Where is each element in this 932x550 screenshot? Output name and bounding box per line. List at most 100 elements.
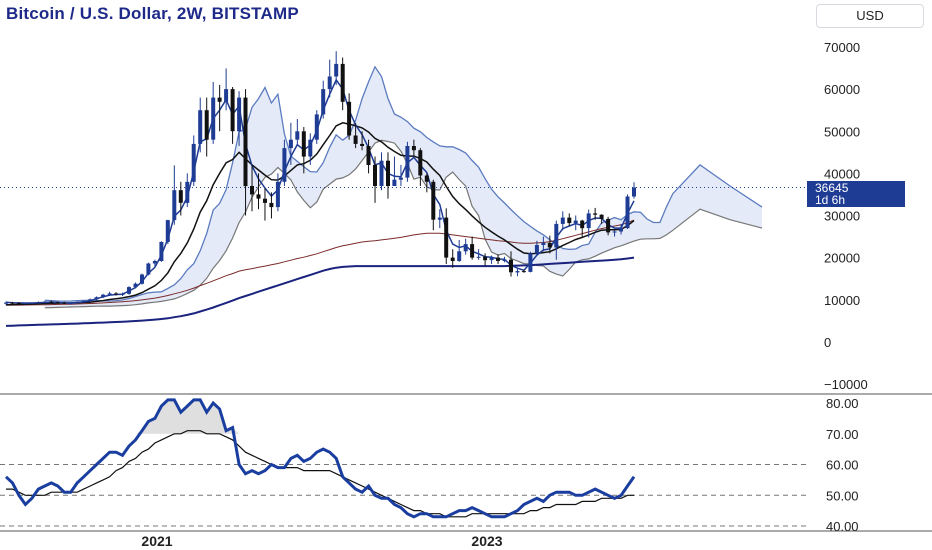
candle [101, 293, 106, 299]
candle [599, 214, 604, 224]
candle-body [593, 213, 598, 215]
time-axis-label: 2021 [141, 533, 172, 549]
candle [489, 255, 494, 264]
candle [334, 51, 339, 85]
candle [567, 213, 572, 227]
candle [198, 97, 203, 153]
candle-body [301, 131, 306, 157]
candle-body [55, 302, 60, 304]
candle [593, 207, 598, 220]
candle [217, 84, 222, 132]
candle [62, 301, 67, 304]
candle-body [398, 177, 403, 180]
candle-body [450, 257, 455, 261]
bar-countdown: 1d 6h [815, 193, 846, 207]
candle [521, 269, 526, 273]
candle-body [75, 301, 80, 304]
price-axis-label: 20000 [824, 251, 860, 266]
candle [120, 292, 125, 296]
candle [4, 301, 8, 305]
candle [243, 89, 248, 216]
candle-body [392, 179, 397, 186]
candle [586, 209, 591, 238]
candle [470, 236, 475, 260]
candle [75, 301, 80, 304]
candle [107, 291, 112, 296]
candle [366, 139, 371, 174]
candle-body [470, 244, 475, 258]
candle-body [528, 253, 533, 272]
candle-body [152, 261, 157, 264]
candle [541, 236, 546, 252]
price-axis-label: −10000 [824, 377, 868, 392]
candle [159, 241, 164, 262]
candle [88, 298, 93, 302]
rsi-line [4, 398, 636, 519]
candle-body [269, 202, 274, 208]
candle-body [321, 89, 326, 115]
candle [573, 215, 578, 231]
candle [36, 301, 41, 304]
candle-body [10, 302, 15, 304]
candle-body [632, 187, 636, 197]
candle [347, 93, 352, 140]
candle [94, 296, 99, 301]
candle [321, 80, 326, 119]
candle [476, 249, 481, 260]
chart-title: Bitcoin / U.S. Dollar, 2W, BITSTAMP [6, 4, 299, 23]
candle [81, 300, 86, 303]
rsi-ma-line [6, 430, 634, 518]
price-axis-label: 0 [824, 335, 831, 350]
ma-mid-line [5, 219, 635, 306]
ma-long-line [5, 256, 635, 327]
candle-body [353, 135, 358, 144]
candle [237, 91, 242, 146]
candle [178, 181, 183, 216]
candle-body [463, 244, 468, 252]
candle [308, 133, 313, 165]
candle [437, 209, 442, 229]
candle-body [606, 218, 611, 233]
rsi-axis-label: 60.00 [826, 458, 859, 473]
candle [398, 164, 403, 187]
candle-body [133, 283, 138, 288]
candle [10, 301, 15, 304]
candle [580, 219, 585, 237]
rsi-axis-label: 40.00 [826, 519, 859, 534]
candle [152, 259, 157, 267]
currency-button[interactable]: USD [816, 4, 924, 28]
candle-body [444, 217, 449, 258]
candle-body [114, 293, 119, 295]
axes: 70000 60000 50000 40000 30000 20000 10000 0 −100… [0, 40, 932, 549]
candle-body [411, 146, 416, 151]
candle [463, 238, 468, 255]
candle [230, 87, 235, 144]
candle [140, 273, 144, 285]
candle-body [599, 214, 604, 219]
candle-body [256, 194, 261, 199]
candle-body [101, 294, 106, 298]
candle-body [476, 256, 481, 258]
candle [612, 230, 617, 237]
candle-body [4, 302, 8, 304]
candle-body [418, 150, 423, 176]
candle [444, 208, 449, 264]
cloud-span-a [44, 65, 763, 302]
candle-body [120, 293, 125, 295]
candle-body [81, 301, 86, 302]
candle [502, 256, 507, 263]
candle-body [625, 196, 630, 229]
candle-body [36, 302, 41, 304]
candle-body [489, 257, 494, 261]
candle-body [347, 101, 352, 136]
candle-body [88, 299, 93, 301]
price-axis-label: 30000 [824, 209, 860, 224]
candle-body [29, 302, 34, 304]
candle-body [191, 143, 196, 182]
candle-body [360, 143, 365, 146]
candle [431, 179, 436, 231]
candle [392, 156, 397, 187]
candle-body [159, 242, 164, 261]
candle-body [521, 271, 526, 273]
